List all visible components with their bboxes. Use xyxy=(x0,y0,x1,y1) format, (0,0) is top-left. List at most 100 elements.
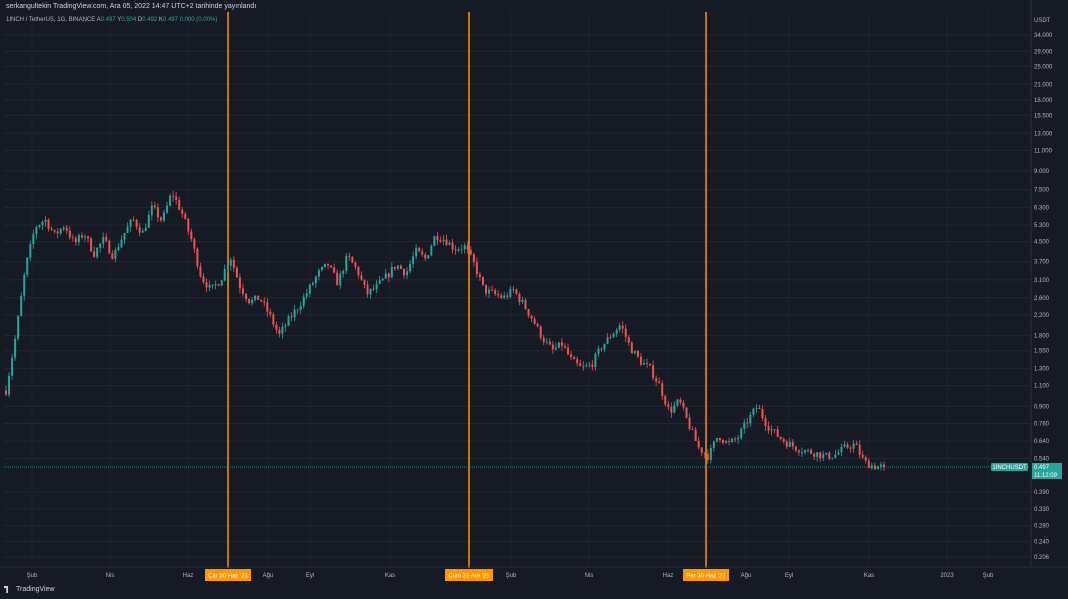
candle-body xyxy=(278,329,281,334)
candle-body xyxy=(205,282,208,288)
candle-body xyxy=(14,338,17,358)
candle-body xyxy=(248,298,251,304)
candle-body xyxy=(41,221,44,226)
price-tick-label: 3.100 xyxy=(1034,278,1050,284)
time-tick-label: Nis xyxy=(585,573,594,579)
candle-body xyxy=(718,437,721,441)
candle-body xyxy=(360,275,363,280)
candle-body xyxy=(421,251,424,255)
candle-body xyxy=(560,342,563,346)
candle-body xyxy=(557,342,560,348)
candle-body xyxy=(272,314,275,325)
candle-body xyxy=(612,333,615,338)
candle-body xyxy=(481,276,484,285)
candle-body xyxy=(849,447,852,449)
candle-body xyxy=(627,337,630,343)
candle-body xyxy=(93,251,96,257)
candle-body xyxy=(366,284,369,295)
candle-body xyxy=(506,295,509,297)
candle-body xyxy=(500,295,503,298)
candle-body xyxy=(44,219,47,222)
candle-body xyxy=(685,407,688,418)
price-axis[interactable]: 34.000 29.000 25.000 21.000 18.000 15.500 13.0… xyxy=(991,0,1062,566)
candle-body xyxy=(649,363,652,366)
candle-body xyxy=(879,464,882,467)
symbol-name: 1INCH / TetherUS, 1G, BINANCE xyxy=(6,17,96,23)
candle-body xyxy=(758,407,761,410)
candle-body xyxy=(846,444,849,448)
vertical-marker-tag[interactable] xyxy=(445,569,493,581)
price-tick-label: 0.760 xyxy=(1034,422,1050,428)
candle-body xyxy=(807,449,810,451)
ohlc-open-value: 0.497 xyxy=(100,17,116,23)
candle-body xyxy=(351,256,354,263)
candle-body xyxy=(788,441,791,447)
candle-body xyxy=(621,325,624,329)
candle-body xyxy=(372,288,375,290)
candle-body xyxy=(521,300,524,302)
candle-body xyxy=(424,254,427,259)
candle-body xyxy=(466,245,469,250)
candle-body xyxy=(190,231,193,240)
candle-body xyxy=(74,238,77,243)
candle-body xyxy=(187,218,190,232)
candle-body xyxy=(670,406,673,413)
candle-body xyxy=(302,296,305,306)
candle-body xyxy=(260,299,263,302)
vertical-markers xyxy=(227,12,707,568)
candle-body xyxy=(582,366,585,367)
time-tick-label: Ağu xyxy=(263,573,274,579)
candle-body xyxy=(624,328,627,338)
candle-body xyxy=(603,343,606,350)
candle-body xyxy=(810,449,813,454)
candle-body xyxy=(284,325,287,327)
candle-body xyxy=(570,354,573,358)
candle-body xyxy=(630,342,633,354)
tradingview-brand[interactable]: TradingView xyxy=(4,586,55,593)
last-price-symbol-tag[interactable] xyxy=(991,462,1028,471)
candle-body xyxy=(11,357,14,376)
vertical-marker-tag[interactable] xyxy=(205,569,251,581)
candle-body xyxy=(494,290,497,294)
ohlc-high-value: 0.504 xyxy=(121,17,137,23)
chart-grid xyxy=(4,12,1030,566)
candle-body xyxy=(108,240,111,254)
candle-body xyxy=(527,309,530,316)
candle-body xyxy=(281,326,284,334)
candle-body xyxy=(327,263,330,266)
candle-body xyxy=(861,454,864,458)
candle-body xyxy=(460,249,463,250)
price-tick-label: 18.000 xyxy=(1034,98,1053,104)
candle-body xyxy=(430,245,433,256)
candle-body xyxy=(330,265,333,268)
candle-body xyxy=(62,227,65,229)
symbol-ohlc-legend[interactable]: 1INCH / TetherUS, 1G, BINANCE A0.497 Y0.… xyxy=(6,17,217,23)
candle-body xyxy=(211,284,214,286)
candle-body xyxy=(71,237,74,239)
candle-body xyxy=(454,249,457,251)
candle-body xyxy=(427,255,430,259)
candle-body xyxy=(354,262,357,267)
candle-body xyxy=(342,271,345,274)
candle-body xyxy=(387,273,390,278)
candle-body xyxy=(336,272,339,286)
candle-body xyxy=(172,195,175,197)
candle-body xyxy=(828,452,831,459)
price-tick-label: 0.900 xyxy=(1034,404,1050,410)
candle-body xyxy=(90,238,93,252)
candle-body xyxy=(412,256,415,265)
candle-body xyxy=(539,326,542,338)
last-price-tag[interactable] xyxy=(1032,462,1062,479)
last-price-symbol-label: 1INCHUSDT xyxy=(992,465,1027,471)
price-tick-label: 13.000 xyxy=(1034,131,1053,137)
candle-body xyxy=(636,350,639,357)
price-tick-label: 11.000 xyxy=(1034,148,1053,154)
ohlc-high-label: Y xyxy=(117,17,122,23)
candle-body xyxy=(399,265,402,270)
vertical-marker-tag[interactable] xyxy=(683,569,729,581)
time-axis[interactable]: Şub Nis Haz Ağu Eyl Kas Şub Nis Haz Ağu Eyl Kas 2023… xyxy=(0,566,1068,581)
candle-body xyxy=(573,357,576,360)
candle-body xyxy=(323,263,326,267)
